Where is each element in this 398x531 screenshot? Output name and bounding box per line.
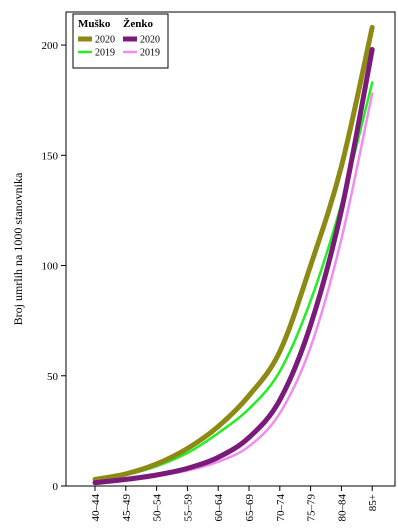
x-axis: 40–44 45–49 50–54 55–59 60–64 65–69 70–74 75–79… [90,486,379,522]
x-tick-label-3: 55–59 [182,494,194,522]
y-axis: 0 50 100 150 200 [42,40,66,493]
legend-label-musko-2020: 2020 [95,35,115,46]
x-tick-label-0: 40–44 [90,494,102,522]
y-tick-label-150: 150 [42,150,59,162]
x-tick-label-9: 85+ [367,494,379,511]
legend-label-zensko-2019: 2019 [140,48,160,59]
legend-label-musko-2019: 2019 [95,48,115,59]
legend-header-musko: Muško [78,18,111,30]
x-tick-label-5: 65–69 [244,494,256,522]
legend-header-zensko: Ženko [123,18,153,30]
x-tick-label-2: 50–54 [152,494,164,522]
x-tick-label-4: 60–64 [213,494,225,522]
series-layer [92,24,375,486]
legend: Muško Ženko 2020 2019 2020 2019 [72,13,169,69]
series-line-musko-2020 [92,24,375,482]
series-line-zensko-2020 [92,46,375,486]
y-axis-label: Broj umrlih na 1000 stanovnika [11,172,25,325]
plot-frame [65,11,396,487]
y-tick-label-100: 100 [42,261,59,273]
series-line-zensko-2019 [93,92,374,485]
plot-border [65,11,396,487]
x-tick-label-7: 75–79 [306,494,318,522]
y-tick-label-200: 200 [42,40,59,52]
y-tick-label-0: 0 [53,481,59,493]
x-tick-label-1: 45–49 [121,494,133,522]
legend-label-zensko-2020: 2020 [140,35,160,46]
x-tick-label-8: 80–84 [336,494,348,522]
y-tick-label-50: 50 [47,371,59,383]
x-tick-label-6: 70–74 [275,494,287,522]
